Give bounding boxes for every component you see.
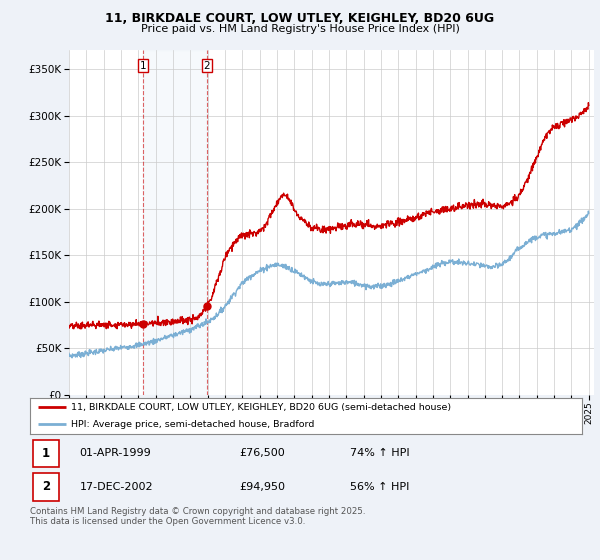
Text: 01-APR-1999: 01-APR-1999 [80, 449, 151, 459]
Text: £94,950: £94,950 [240, 482, 286, 492]
Text: 17-DEC-2002: 17-DEC-2002 [80, 482, 154, 492]
Text: 56% ↑ HPI: 56% ↑ HPI [350, 482, 410, 492]
Text: 11, BIRKDALE COURT, LOW UTLEY, KEIGHLEY, BD20 6UG: 11, BIRKDALE COURT, LOW UTLEY, KEIGHLEY,… [106, 12, 494, 25]
Bar [143, 50, 207, 395]
Text: 11, BIRKDALE COURT, LOW UTLEY, KEIGHLEY, BD20 6UG (semi-detached house): 11, BIRKDALE COURT, LOW UTLEY, KEIGHLEY,… [71, 403, 452, 412]
Text: 74% ↑ HPI: 74% ↑ HPI [350, 449, 410, 459]
Text: 1: 1 [139, 61, 146, 71]
Text: 2: 2 [42, 480, 50, 493]
Text: HPI: Average price, semi-detached house, Bradford: HPI: Average price, semi-detached house,… [71, 419, 315, 428]
Text: 1: 1 [42, 447, 50, 460]
FancyBboxPatch shape [33, 473, 59, 501]
Text: £76,500: £76,500 [240, 449, 286, 459]
Text: Price paid vs. HM Land Registry's House Price Index (HPI): Price paid vs. HM Land Registry's House … [140, 24, 460, 34]
Text: 2: 2 [203, 61, 210, 71]
Text: Contains HM Land Registry data © Crown copyright and database right 2025.
This d: Contains HM Land Registry data © Crown c… [30, 507, 365, 526]
FancyBboxPatch shape [33, 440, 59, 468]
